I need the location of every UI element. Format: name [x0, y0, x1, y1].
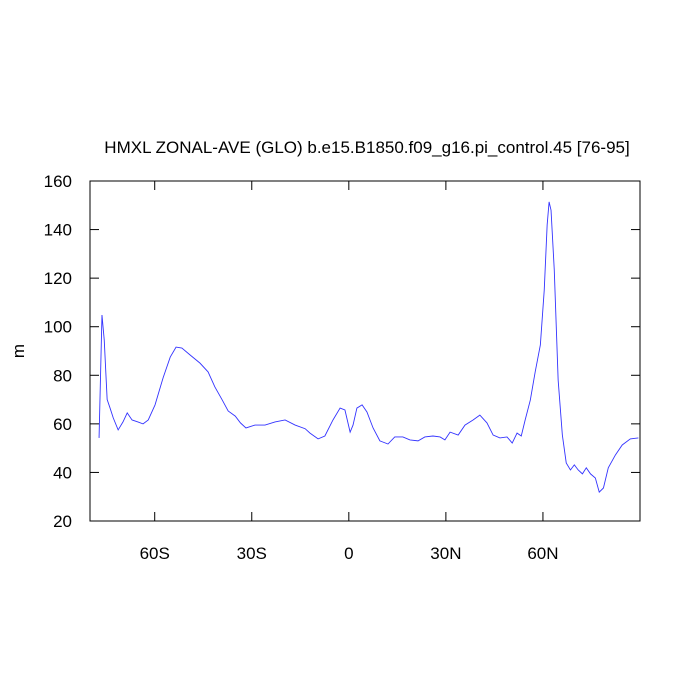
- y-axis-label: m: [9, 344, 28, 358]
- y-tick-label: 120: [44, 269, 72, 288]
- chart-title: HMXL ZONAL-AVE (GLO) b.e15.B1850.f09_g16…: [104, 138, 629, 157]
- x-tick-label: 60S: [140, 544, 170, 563]
- y-tick-label: 40: [53, 463, 72, 482]
- y-tick-label: 80: [53, 366, 72, 385]
- y-tick-label: 20: [53, 512, 72, 531]
- plot-frame: [89, 180, 641, 522]
- x-tick-label: 60N: [527, 544, 558, 563]
- y-tick-label: 160: [44, 172, 72, 191]
- x-tick-label: 30N: [430, 544, 461, 563]
- y-tick-label: 100: [44, 318, 72, 337]
- y-tick-label: 60: [53, 415, 72, 434]
- x-tick-label: 0: [344, 544, 353, 563]
- x-tick-label: 30S: [237, 544, 267, 563]
- y-tick-label: 140: [44, 221, 72, 240]
- data-line: [98, 201, 639, 493]
